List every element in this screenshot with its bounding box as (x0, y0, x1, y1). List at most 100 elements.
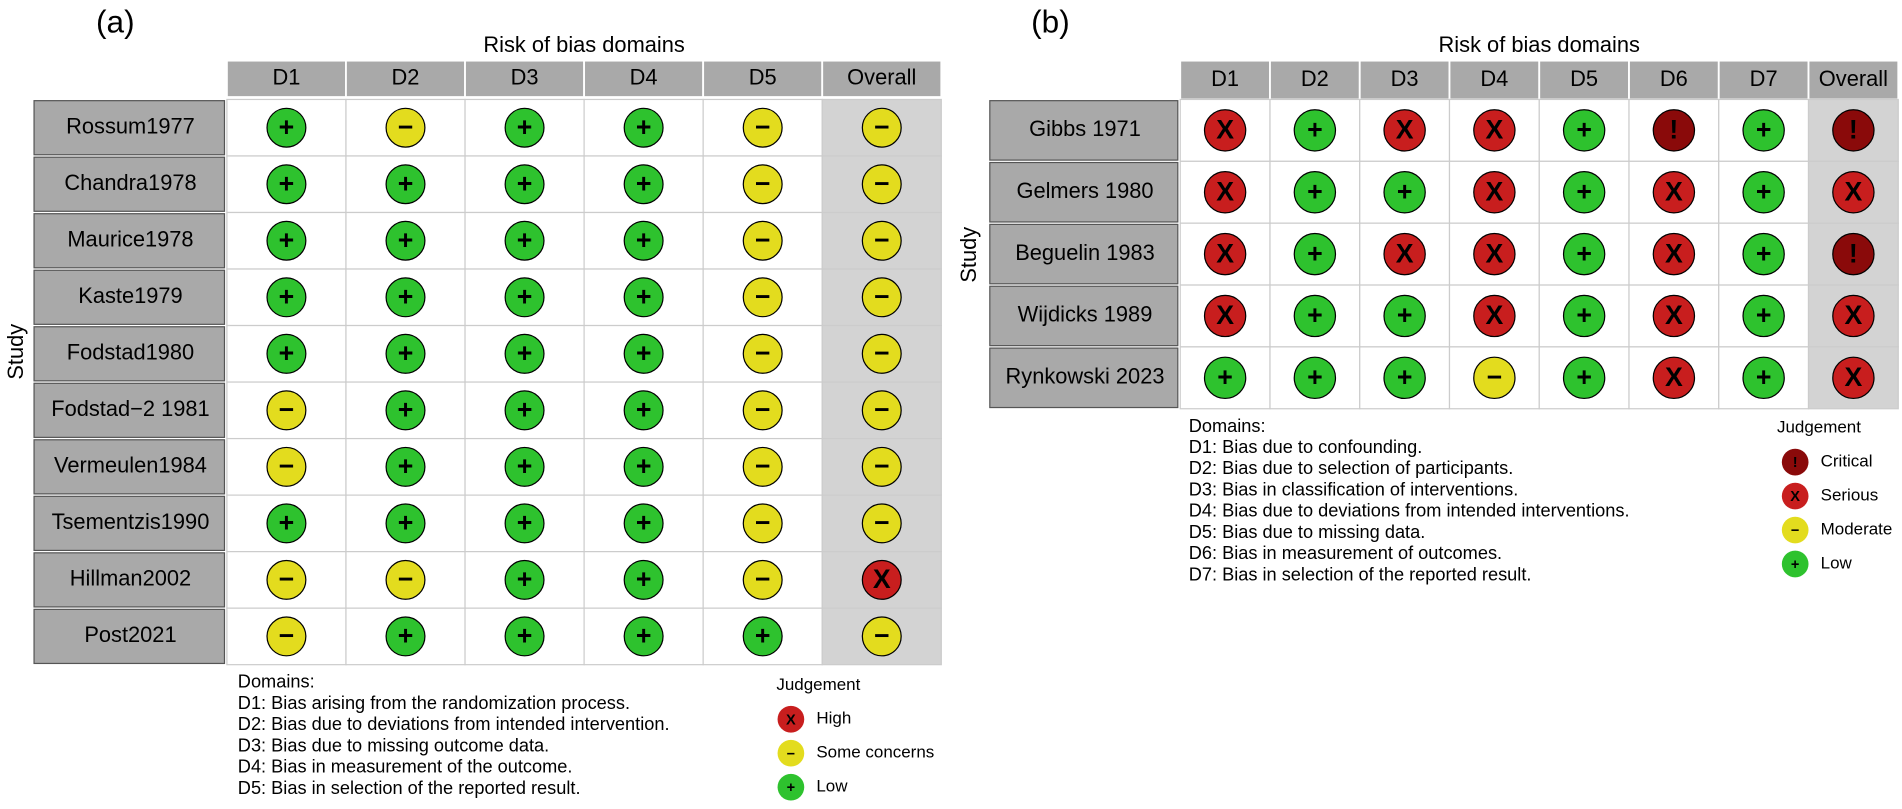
judgement-circle (1562, 294, 1606, 338)
judgement-circle (1652, 171, 1696, 214)
judgement-circle (742, 616, 783, 657)
judgement-symbol: + (279, 112, 295, 142)
column-label: Overall (1819, 66, 1888, 91)
judgement-symbol: X (873, 564, 891, 594)
judgement-circle (1293, 109, 1337, 152)
judgement-symbol: + (279, 338, 295, 368)
column-header (225, 59, 347, 98)
judgement-circle (266, 390, 307, 431)
study-cell (33, 100, 226, 156)
domains-title: Domains: (238, 672, 315, 692)
legend-label: Low (1821, 553, 1853, 572)
judgement-circle (861, 277, 902, 318)
legend-symbol: + (1791, 557, 1800, 573)
judgement-symbol: − (279, 564, 295, 594)
judgement-symbol: X (1844, 300, 1862, 330)
judgement-symbol: X (1216, 300, 1234, 330)
judgement-circle (742, 559, 783, 600)
study-label: Hillman2002 (70, 566, 191, 591)
column-header (1717, 59, 1810, 101)
judgement-symbol: X (1665, 362, 1683, 392)
judgement-circle (385, 277, 426, 318)
judgement-symbol: + (1756, 362, 1772, 392)
judgement-symbol: + (1397, 177, 1413, 207)
judgement-circle (861, 446, 902, 487)
judgement-symbol: + (1397, 300, 1413, 330)
judgement-circle (1562, 109, 1606, 152)
study-label: Gelmers 1980 (1016, 178, 1153, 203)
judgement-symbol: ! (1669, 115, 1678, 145)
judgement-symbol: + (398, 225, 414, 255)
judgement-circle (1383, 171, 1426, 214)
judgement-circle (1203, 294, 1247, 338)
judgement-symbol: X (1216, 177, 1234, 207)
judgement-symbol: − (755, 282, 771, 312)
judgement-symbol: − (874, 338, 890, 368)
judgement-symbol: X (1216, 238, 1234, 268)
domain-line: D4: Bias due to deviations from intended… (1189, 501, 1630, 521)
judgement-circle (266, 277, 307, 318)
judgement-circle (1473, 171, 1516, 214)
judgement-circle (742, 446, 783, 487)
legend-symbol: + (787, 780, 796, 796)
judgement-symbol: − (755, 395, 771, 425)
judgement-symbol: − (1487, 362, 1503, 392)
column-header (1538, 59, 1630, 101)
judgement-circle (266, 220, 307, 261)
domain-line: D7: Bias in selection of the reported re… (1189, 564, 1532, 584)
judgement-circle (1203, 356, 1247, 400)
judgement-circle (1203, 232, 1247, 276)
judgement-circle (861, 333, 902, 374)
judgement-symbol: X (1665, 177, 1683, 207)
judgement-circle (1383, 232, 1426, 276)
judgement-circle (623, 107, 664, 148)
column-header (821, 59, 943, 98)
judgement-symbol: + (1756, 177, 1772, 207)
study-label: Chandra1978 (64, 170, 196, 195)
judgement-symbol: + (1397, 362, 1413, 392)
column-header (1448, 59, 1541, 101)
legend-swatch (1781, 482, 1809, 510)
study-cell (33, 552, 226, 608)
column-header (345, 59, 466, 98)
judgement-circle (266, 503, 307, 544)
domain-line: D3: Bias in classification of interventi… (1189, 479, 1519, 499)
judgement-circle (742, 220, 783, 261)
judgement-symbol: + (517, 112, 533, 142)
judgement-symbol: + (517, 621, 533, 651)
judgement-symbol: + (1576, 238, 1592, 268)
study-label: Kaste1979 (78, 283, 182, 308)
judgement-symbol: − (755, 564, 771, 594)
judgement-symbol: + (1307, 362, 1323, 392)
judgement-symbol: X (1216, 115, 1234, 145)
judgement-circle (1473, 109, 1516, 152)
study-label: Gibbs 1971 (1029, 116, 1141, 141)
judgement-circle (1832, 356, 1875, 400)
judgement-circle (1742, 232, 1785, 276)
judgement-circle (742, 107, 783, 148)
judgement-circle (1383, 356, 1426, 400)
judgement-symbol: X (1665, 238, 1683, 268)
judgement-circle (1652, 232, 1696, 276)
column-label: D7 (1750, 66, 1778, 91)
judgement-circle (1742, 356, 1785, 400)
judgement-symbol: X (1665, 300, 1683, 330)
legend-title: Judgement (776, 675, 860, 694)
column-label: D1 (272, 65, 300, 90)
judgement-symbol: + (1307, 115, 1323, 145)
legend-label: Low (816, 777, 848, 796)
judgement-circle (1652, 356, 1696, 400)
judgement-circle (742, 390, 783, 431)
judgement-symbol: + (1756, 115, 1772, 145)
legend-label: Moderate (1821, 520, 1893, 539)
judgement-symbol: + (636, 395, 652, 425)
legend-label: Some concerns (816, 743, 934, 762)
judgement-symbol: − (874, 225, 890, 255)
legend-symbol: ! (1793, 455, 1798, 471)
column-header (1358, 59, 1451, 101)
y-axis-label: Study (956, 227, 981, 283)
judgement-circle (504, 220, 545, 261)
judgement-symbol: − (279, 451, 295, 481)
judgement-circle (1293, 294, 1337, 338)
